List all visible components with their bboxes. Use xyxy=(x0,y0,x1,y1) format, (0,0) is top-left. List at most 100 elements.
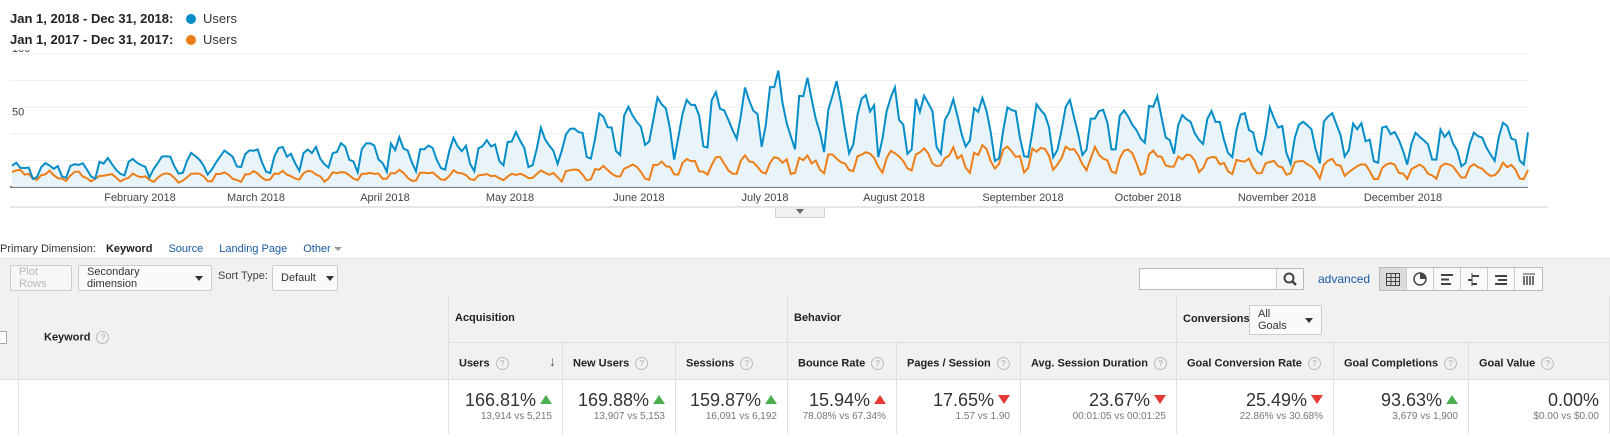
x-tick-label: August 2018 xyxy=(863,192,925,204)
metric-cell-users: 166.81% 13,914 vs 5,215 xyxy=(449,379,563,434)
metric-cell-goal-conversion-rate: 25.49% 22.86% vs 30.68% xyxy=(1177,379,1334,434)
arrow-down-icon xyxy=(1311,394,1323,404)
comparison-values: 13,907 vs 5,153 xyxy=(593,411,665,422)
conversions-group-header: Conversions All Goals xyxy=(1177,296,1610,343)
column-header-goal-value[interactable]: Goal Value? xyxy=(1469,343,1610,379)
table-view-icon[interactable] xyxy=(1380,268,1407,290)
help-icon[interactable]: ? xyxy=(1444,357,1458,370)
x-tick-label: September 2018 xyxy=(982,192,1063,204)
secondary-dimension-dropdown[interactable]: Secondary dimension xyxy=(78,265,212,291)
arrow-up-icon xyxy=(765,394,777,404)
chart-y-axis: 100 50 xyxy=(12,50,30,119)
dimension-landing-page[interactable]: Landing Page xyxy=(219,243,288,255)
table-search-input[interactable] xyxy=(1139,268,1304,290)
arrow-up-icon xyxy=(874,394,886,404)
dimension-other-label: Other xyxy=(303,243,331,255)
legend-metric[interactable]: Users xyxy=(203,11,237,26)
bar-view-icon[interactable] xyxy=(1434,268,1461,290)
dimension-source[interactable]: Source xyxy=(168,243,204,255)
column-header-pages-session[interactable]: Pages / Session? xyxy=(897,343,1021,379)
column-header-goal-completions[interactable]: Goal Completions? xyxy=(1334,343,1469,379)
column-header-label: Bounce Rate xyxy=(798,357,866,370)
arrow-up-icon xyxy=(653,394,665,404)
sort-type-dropdown[interactable]: Default xyxy=(272,265,338,291)
dimension-keyword[interactable]: Keyword xyxy=(105,243,153,262)
legend-row-2018: Jan 1, 2018 - Dec 31, 2018: Users xyxy=(10,11,237,26)
help-icon[interactable]: ? xyxy=(996,357,1010,370)
x-tick-label: April 2018 xyxy=(360,192,410,204)
percent-value: 25.49% xyxy=(1245,390,1307,410)
sort-type-label: Sort Type: xyxy=(218,270,268,282)
column-header-label: Avg. Session Duration xyxy=(1031,357,1148,370)
metric-cell-avg-session-duration: 23.67% 00:01:05 vs 00:01:25 xyxy=(1021,379,1177,434)
x-tick-label: November 2018 xyxy=(1238,192,1316,204)
view-switcher xyxy=(1379,267,1543,291)
help-icon[interactable]: ? xyxy=(96,331,110,344)
column-header-goal-conversion-rate[interactable]: Goal Conversion Rate? xyxy=(1177,343,1334,379)
select-all-checkbox[interactable] xyxy=(0,331,7,344)
goal-select-value: All Goals xyxy=(1258,308,1287,332)
percent-value: 0.00% xyxy=(1547,390,1599,410)
secondary-dimension-label: Secondary dimension xyxy=(87,266,140,290)
arrow-down-icon xyxy=(1154,394,1166,404)
sort-desc-icon[interactable]: ↓ xyxy=(549,353,556,369)
help-icon[interactable]: ? xyxy=(871,357,885,370)
comparison-values: $0.00 vs $0.00 xyxy=(1533,411,1599,422)
column-header-bounce-rate[interactable]: Bounce Rate? xyxy=(788,343,897,379)
help-icon[interactable]: ? xyxy=(495,357,509,370)
column-header-label: Pages / Session xyxy=(907,357,991,370)
legend-metric[interactable]: Users xyxy=(203,32,237,47)
column-header-label: Goal Value xyxy=(1479,357,1536,370)
pivot-view-icon[interactable] xyxy=(1488,268,1515,290)
chevron-down-icon xyxy=(195,275,203,281)
column-header-users[interactable]: Users? ↓ xyxy=(449,343,563,379)
column-header-sessions[interactable]: Sessions? xyxy=(676,343,788,379)
comparison-view-icon[interactable] xyxy=(1461,268,1488,290)
x-tick-label: July 2018 xyxy=(741,192,788,204)
keyword-column-header[interactable]: Keyword? xyxy=(19,296,449,379)
percent-change: 0.00% xyxy=(1469,390,1599,411)
chart-expand-toggle[interactable] xyxy=(775,208,825,218)
search-icon xyxy=(1283,272,1297,286)
x-tick-label: December 2018 xyxy=(1364,192,1442,204)
percent-change: 17.65% xyxy=(897,390,1010,411)
column-header-new-users[interactable]: New Users? xyxy=(563,343,676,379)
x-tick-label: May 2018 xyxy=(486,192,534,204)
x-tick-label: March 2018 xyxy=(227,192,285,204)
help-icon[interactable]: ? xyxy=(1307,357,1321,370)
search-button[interactable] xyxy=(1276,269,1303,289)
column-header-label: New Users xyxy=(573,357,630,370)
comparison-values: 00:01:05 vs 00:01:25 xyxy=(1072,411,1166,422)
help-icon[interactable]: ? xyxy=(1153,357,1167,370)
acquisition-group-header: Acquisition xyxy=(449,296,788,343)
chart-series xyxy=(11,70,1529,187)
comparison-values: 3,679 vs 1,900 xyxy=(1392,411,1458,422)
chevron-down-icon xyxy=(1305,317,1313,323)
metric-cell-sessions: 159.87% 16,091 vs 6,192 xyxy=(676,379,788,434)
metric-cell-goal-value: 0.00% $0.00 vs $0.00 xyxy=(1469,379,1610,434)
goal-select-dropdown[interactable]: All Goals xyxy=(1249,305,1322,335)
x-tick-label: June 2018 xyxy=(613,192,664,204)
column-header-avg-session-duration[interactable]: Avg. Session Duration? xyxy=(1021,343,1177,379)
column-header-label: Sessions xyxy=(686,357,735,370)
help-icon[interactable]: ? xyxy=(1541,357,1555,370)
metric-cell-new-users: 169.88% 13,907 vs 5,153 xyxy=(563,379,676,434)
help-icon[interactable]: ? xyxy=(635,357,649,370)
comparison-values: 78.08% vs 67.34% xyxy=(802,411,886,422)
pie-view-icon[interactable] xyxy=(1407,268,1434,290)
term-cloud-icon[interactable] xyxy=(1515,268,1542,290)
plot-rows-button[interactable]: Plot Rows xyxy=(10,265,72,291)
column-header-label: Users xyxy=(459,357,490,370)
help-icon[interactable]: ? xyxy=(740,357,754,370)
advanced-filter-link[interactable]: advanced xyxy=(1318,272,1371,286)
column-header-label: Goal Completions xyxy=(1344,357,1439,370)
percent-value: 15.94% xyxy=(808,390,870,410)
legend-date-range: Jan 1, 2017 - Dec 31, 2017: xyxy=(10,32,174,47)
y-tick-label: 50 xyxy=(12,107,24,119)
percent-change: 159.87% xyxy=(676,390,777,411)
dimension-other[interactable]: Other xyxy=(303,243,342,255)
percent-value: 166.81% xyxy=(464,390,536,410)
users-line-chart[interactable]: February 2018 March 2018 April 2018 May 201… xyxy=(0,50,1560,212)
percent-change: 93.63% xyxy=(1334,390,1458,411)
percent-change: 25.49% xyxy=(1177,390,1323,411)
